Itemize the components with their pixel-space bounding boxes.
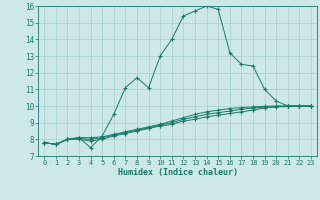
X-axis label: Humidex (Indice chaleur): Humidex (Indice chaleur) [118,168,238,177]
